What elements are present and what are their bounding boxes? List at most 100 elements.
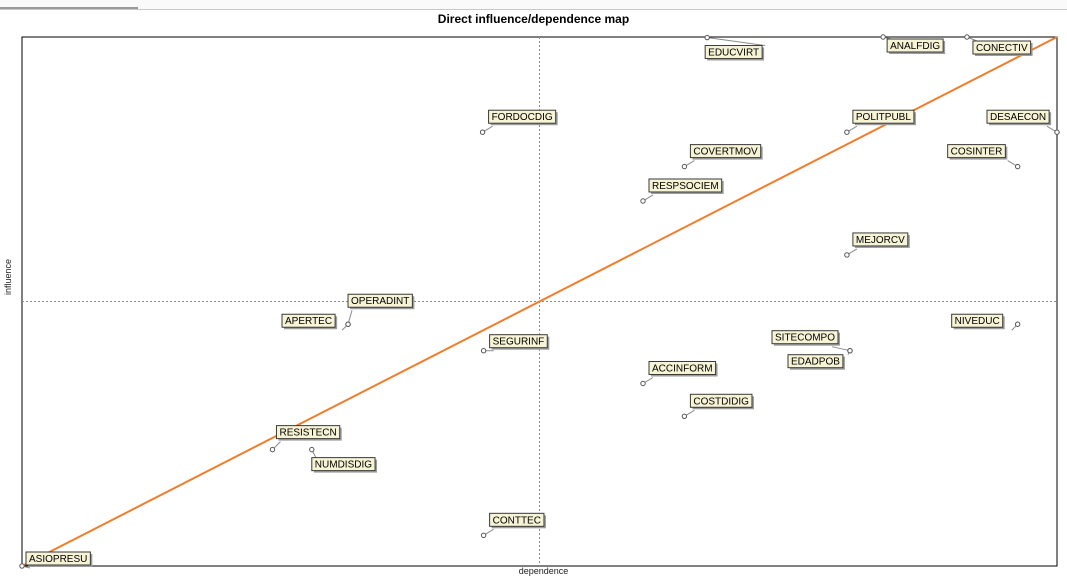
point-marker — [844, 252, 850, 258]
data-point-conectiv — [964, 34, 978, 42]
leader-line — [707, 37, 766, 47]
point-label-conttec: CONTTEC — [489, 512, 546, 529]
data-point-educvirt — [704, 34, 766, 47]
label-box — [489, 512, 545, 527]
point-label-text: OPERADINT — [351, 296, 409, 307]
label-box — [689, 393, 753, 408]
label-box — [275, 425, 341, 440]
point-marker — [640, 198, 646, 204]
point-marker — [1014, 163, 1021, 170]
point-label-text: SITECOMPO — [775, 333, 835, 344]
point-label-text: POLITPUBL — [856, 112, 911, 123]
point-label-costdidig: COSTDIDIG — [689, 393, 754, 410]
label-box — [852, 109, 915, 124]
point-marker — [479, 129, 486, 135]
point-label-text: NIVEDUC — [955, 316, 1000, 327]
point-label-text: COVERTMOV — [693, 147, 758, 158]
point-label-politpubl: POLITPUBL — [852, 109, 916, 126]
point-marker — [847, 347, 853, 354]
label-box — [972, 40, 1032, 55]
data-point-mejorcv — [844, 248, 858, 258]
label-box — [951, 313, 1004, 328]
data-point-covertmov — [681, 160, 695, 170]
label-box — [488, 109, 557, 124]
point-label-text: RESPSOCIEM — [652, 181, 719, 192]
point-label-text: EDADPOB — [791, 357, 840, 368]
window-tab-strip — [0, 0, 138, 9]
point-marker — [1054, 129, 1060, 135]
data-point-edadpob — [847, 347, 853, 355]
point-label-text: RESISTECN — [279, 428, 336, 439]
data-point-asiopresu — [19, 563, 31, 569]
point-marker — [309, 446, 315, 453]
point-marker — [844, 129, 850, 135]
point-marker — [345, 321, 351, 327]
point-label-text: ANALFDIG — [890, 41, 940, 52]
window-top-strip — [0, 0, 1067, 10]
data-point-respsociem — [640, 194, 654, 204]
point-marker — [704, 34, 710, 41]
point-label-analfdig: ANALFDIG — [886, 38, 946, 54]
chart-title: Direct influence/dependence map — [437, 12, 630, 26]
label-box — [947, 144, 1006, 159]
point-marker — [269, 446, 276, 453]
data-point-politpubl — [844, 125, 858, 135]
label-box — [886, 38, 944, 53]
point-label-segurinf: SEGURINF — [489, 334, 550, 350]
label-box — [771, 330, 839, 345]
point-label-text: COSTDIDIG — [693, 396, 749, 407]
point-label-text: EDUCVIRT — [708, 48, 759, 59]
point-label-asiopresu: ASIOPRESU — [25, 551, 93, 567]
point-label-desaecon: DESAECON — [986, 109, 1052, 126]
point-label-cosinter: COSINTER — [947, 144, 1008, 160]
point-label-text: ASIOPRESU — [29, 554, 87, 565]
data-point-numdisdig — [309, 446, 317, 458]
point-label-accinform: ACCINFORM — [648, 360, 718, 377]
point-label-text: ACCINFORM — [652, 363, 713, 374]
point-marker — [640, 380, 646, 387]
data-point-cosinter — [1007, 160, 1021, 170]
point-label-text: SEGURINF — [493, 337, 545, 348]
point-label-niveduc: NIVEDUC — [951, 313, 1005, 330]
point-label-mejorcv: MEJORCV — [852, 232, 910, 248]
point-label-edadpob: EDADPOB — [787, 354, 845, 370]
point-label-respsociem: RESPSOCIEM — [648, 178, 724, 194]
point-marker — [880, 34, 886, 40]
label-box — [852, 232, 909, 247]
label-box — [347, 293, 413, 308]
leader-line — [831, 346, 851, 352]
point-label-numdisdig: NUMDISDIG — [311, 457, 378, 473]
label-box — [648, 178, 723, 193]
point-label-conectiv: CONECTIV — [972, 40, 1033, 56]
data-point-accinform — [640, 377, 654, 387]
point-label-text: FORDOCDIG — [492, 112, 553, 123]
point-label-text: CONTTEC — [493, 515, 541, 526]
label-box — [787, 354, 844, 369]
point-label-educvirt: EDUCVIRT — [704, 45, 765, 61]
data-point-desaecon — [1046, 125, 1060, 135]
point-label-covertmov: COVERTMOV — [689, 144, 763, 160]
point-label-text: CONECTIV — [976, 43, 1028, 54]
point-label-resistecn: RESISTECN — [275, 425, 342, 441]
point-label-text: MEJORCV — [856, 235, 905, 246]
label-box — [704, 45, 763, 60]
point-marker — [480, 532, 487, 539]
label-box — [648, 360, 717, 375]
label-box — [689, 144, 762, 159]
point-marker — [681, 163, 688, 170]
data-point-niveduc — [1011, 321, 1021, 331]
point-label-apertec: APERTEC — [281, 313, 338, 330]
label-box — [986, 109, 1050, 124]
point-marker — [480, 347, 487, 354]
point-label-text: DESAECON — [990, 112, 1046, 123]
point-marker — [1014, 321, 1021, 327]
data-point-apertec — [341, 321, 351, 331]
label-box — [25, 551, 91, 566]
data-point-resistecn — [269, 441, 281, 453]
data-point-fordocdig — [479, 125, 493, 135]
x-axis-label: dependence — [518, 566, 569, 576]
label-box — [311, 457, 376, 472]
point-marker — [681, 413, 688, 419]
point-label-sitecompo: SITECOMPO — [771, 330, 841, 346]
